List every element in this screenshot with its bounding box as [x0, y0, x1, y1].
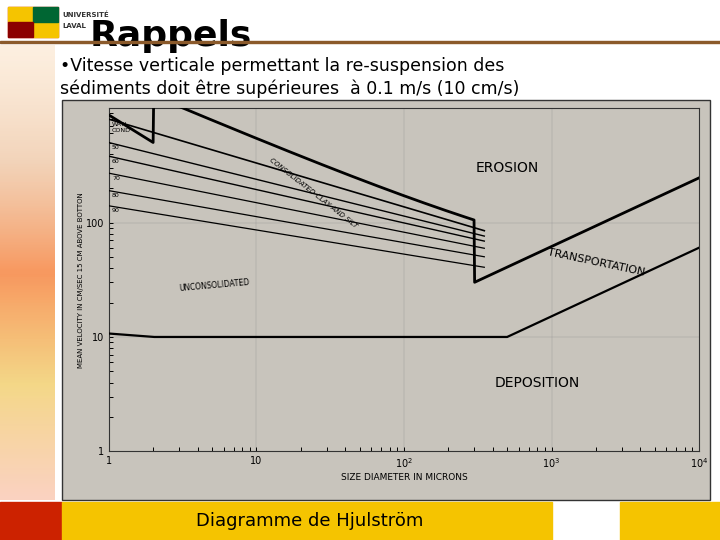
- Text: 50: 50: [112, 145, 120, 150]
- Text: Rappels: Rappels: [90, 19, 253, 53]
- Bar: [8, 7, 58, 37]
- Bar: [8, 22, 33, 37]
- X-axis label: SIZE DIAMETER IN MICRONS: SIZE DIAMETER IN MICRONS: [341, 473, 467, 482]
- Bar: [620, 502, 720, 540]
- Text: UNCONSOLIDATED: UNCONSOLIDATED: [179, 278, 251, 293]
- Text: 80: 80: [112, 193, 120, 198]
- Bar: [62, 502, 552, 540]
- Bar: [62, 100, 710, 500]
- Text: TRANSPORTATION: TRANSPORTATION: [546, 247, 646, 278]
- Bar: [0, 41, 720, 43]
- Bar: [0, 502, 62, 540]
- Text: LAVAL: LAVAL: [62, 24, 86, 30]
- Text: UNIVERSITÉ: UNIVERSITÉ: [62, 11, 109, 18]
- Text: 90: 90: [112, 208, 120, 213]
- Bar: [33, 22, 58, 37]
- Bar: [33, 7, 58, 22]
- Text: •Vitesse verticale permettant la re-suspension des: •Vitesse verticale permettant la re-susp…: [60, 57, 505, 75]
- Text: DEPOSITION: DEPOSITION: [495, 375, 580, 389]
- Y-axis label: MEAN VELOCITY IN CM/SEC 15 CM ABOVE BOTTON: MEAN VELOCITY IN CM/SEC 15 CM ABOVE BOTT…: [78, 192, 84, 368]
- Bar: [8, 7, 33, 22]
- Text: 60: 60: [112, 159, 120, 164]
- Text: Diagramme de Hjulström: Diagramme de Hjulström: [197, 512, 423, 530]
- Text: EROSION: EROSION: [475, 161, 539, 175]
- Text: sédiments doit être supérieures  à 0.1 m/s (10 cm/s): sédiments doit être supérieures à 0.1 m/…: [60, 79, 519, 98]
- Text: CONSOLIDATED CLAY AND SILT: CONSOLIDATED CLAY AND SILT: [268, 157, 358, 230]
- Text: 70: 70: [112, 176, 120, 181]
- Text: WATI
COND: WATI COND: [112, 122, 131, 132]
